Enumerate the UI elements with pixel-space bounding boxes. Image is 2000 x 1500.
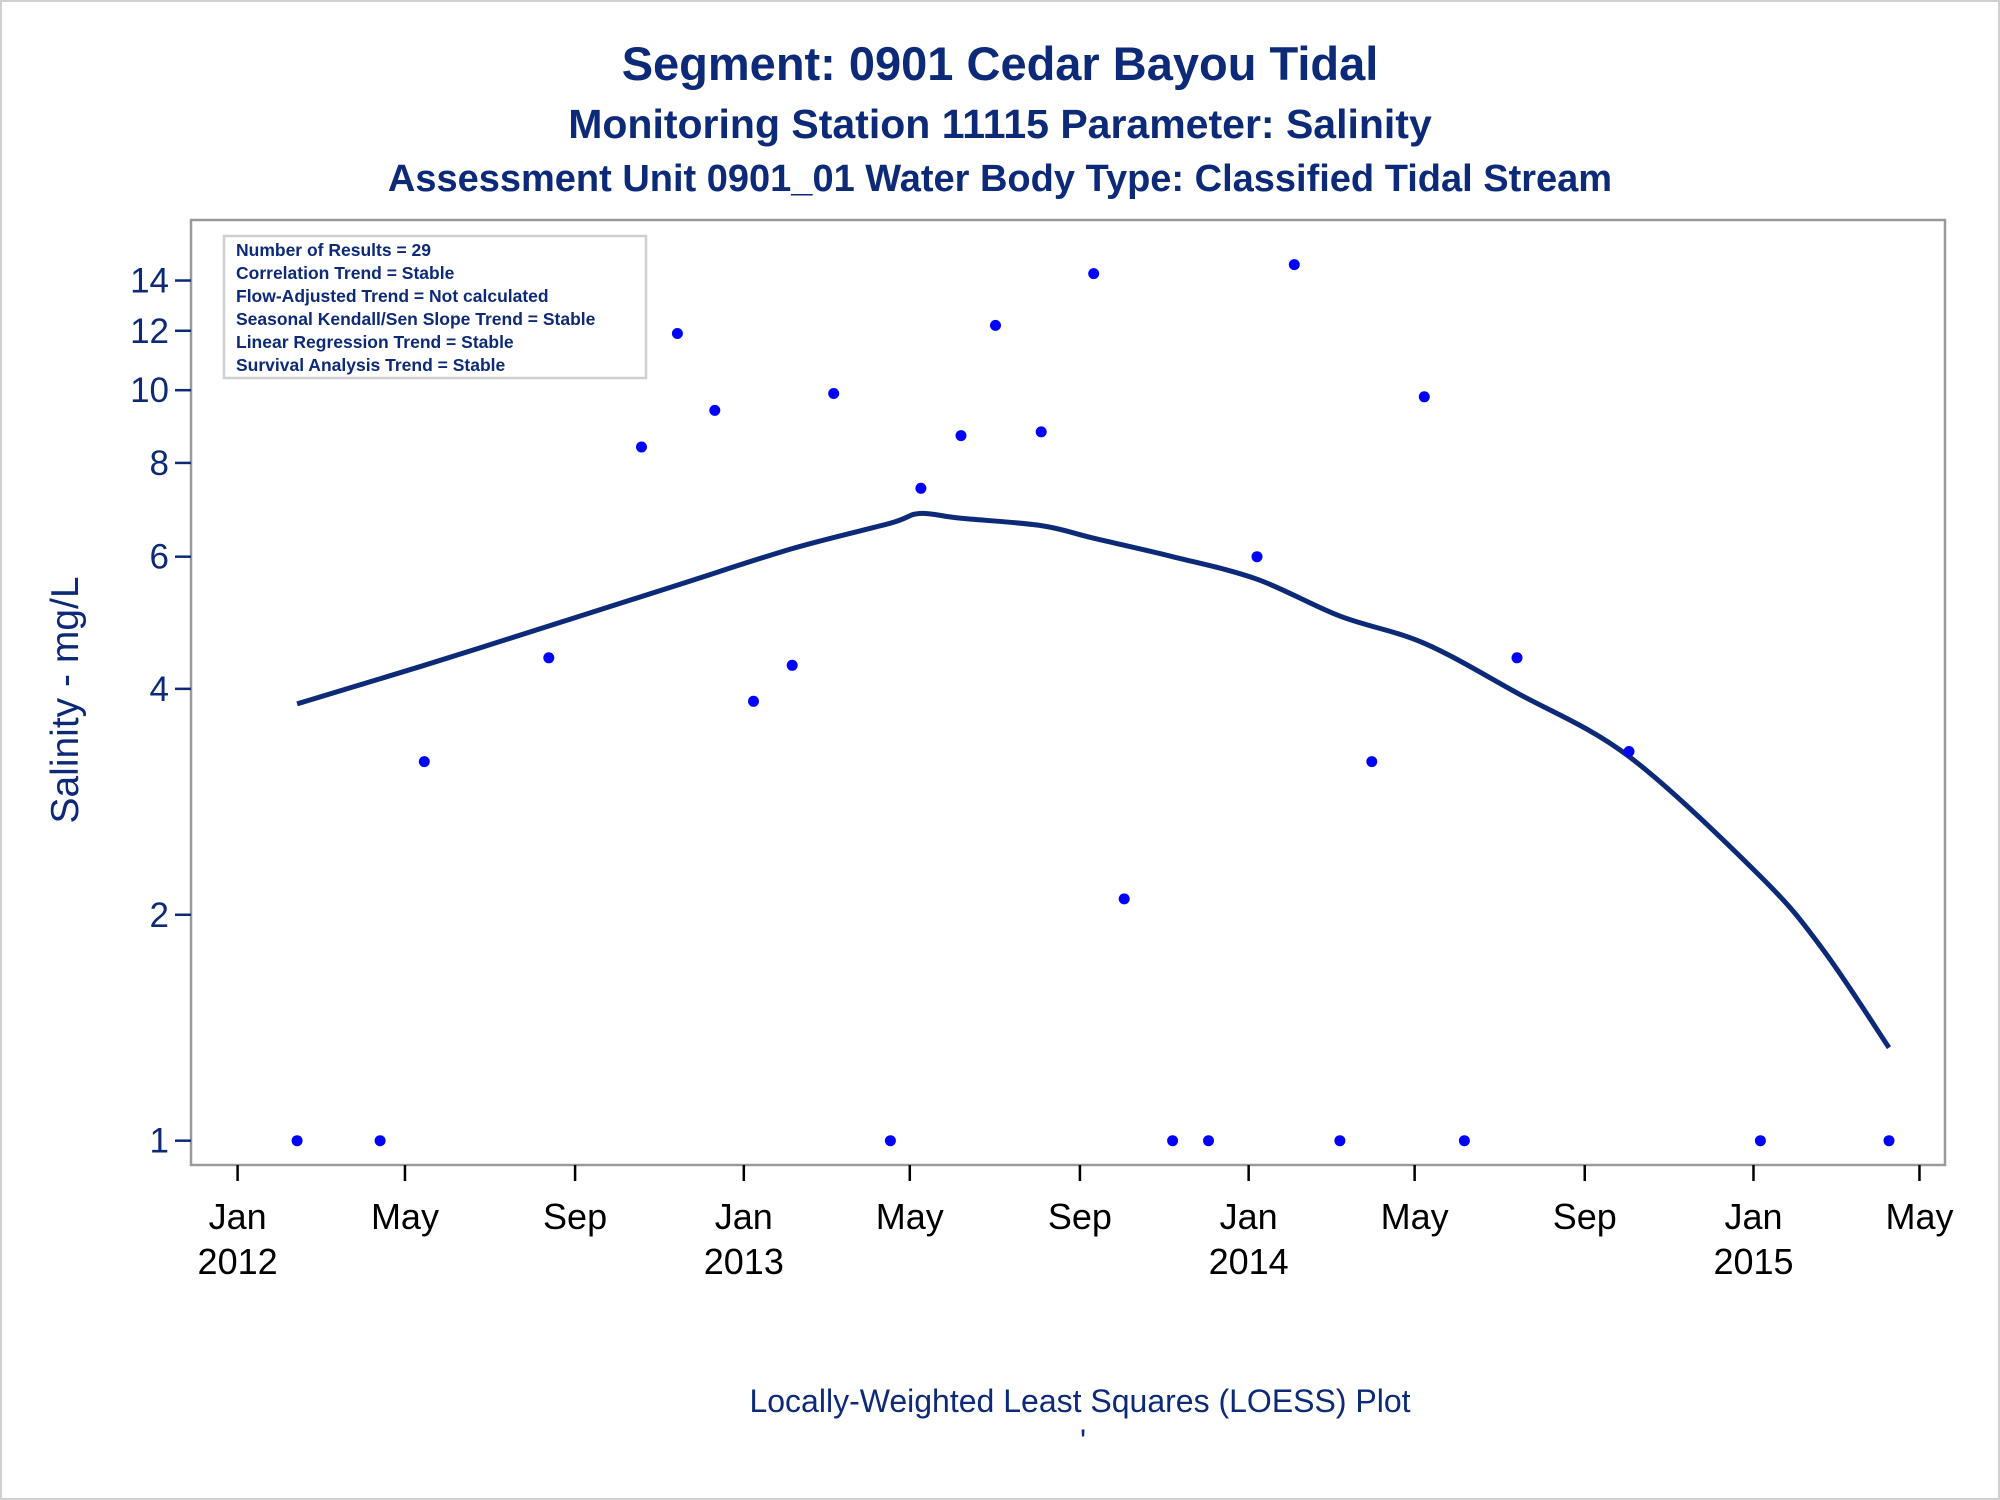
data-point bbox=[748, 695, 759, 707]
plot-area bbox=[189, 218, 1947, 1167]
y-tick-label: 4 bbox=[150, 670, 169, 709]
y-axis-label: Salinity - mg/L bbox=[44, 576, 87, 823]
data-point bbox=[1883, 1135, 1895, 1147]
data-point bbox=[786, 659, 798, 671]
data-point bbox=[291, 1135, 303, 1147]
data-point bbox=[543, 652, 555, 664]
y-tick-label: 1 bbox=[150, 1122, 169, 1161]
y-tick-label: 14 bbox=[130, 262, 169, 301]
y-tick-label: 2 bbox=[150, 896, 169, 935]
data-point bbox=[1334, 1135, 1346, 1147]
data-points bbox=[291, 259, 1895, 1147]
x-tick-year-label: 2014 bbox=[1209, 1241, 1289, 1282]
data-point bbox=[1511, 652, 1523, 664]
data-point bbox=[828, 388, 840, 399]
stats-line: Survival Analysis Trend = Stable bbox=[236, 355, 506, 375]
stats-line: Seasonal Kendall/Sen Slope Trend = Stabl… bbox=[236, 309, 596, 329]
x-tick-label: Sep bbox=[1553, 1196, 1617, 1237]
x-tick-label: Sep bbox=[543, 1196, 607, 1237]
data-point bbox=[915, 482, 927, 494]
y-tick-label: 6 bbox=[150, 538, 169, 577]
x-tick-label: Sep bbox=[1048, 1196, 1112, 1237]
chart-subtitle: Monitoring Station 11115 Parameter: Sali… bbox=[568, 101, 1432, 147]
y-tick-label: 12 bbox=[130, 312, 169, 351]
data-point bbox=[1623, 746, 1635, 757]
data-point bbox=[1754, 1135, 1766, 1147]
x-tick-label: May bbox=[1885, 1196, 1953, 1237]
data-point bbox=[990, 319, 1001, 331]
stats-box-border bbox=[222, 234, 648, 380]
chart-footnote: Locally-Weighted Least Squares (LOESS) P… bbox=[749, 1383, 1410, 1419]
stats-line: Number of Results = 29 bbox=[236, 240, 431, 260]
x-tick-year-label: 2012 bbox=[198, 1241, 278, 1282]
x-tick-label: Jan bbox=[209, 1196, 267, 1237]
x-tick-label: Jan bbox=[1724, 1196, 1782, 1237]
data-point bbox=[1203, 1135, 1214, 1147]
data-point bbox=[1458, 1135, 1470, 1147]
x-tick-label: May bbox=[371, 1196, 439, 1237]
stats-line: Flow-Adjusted Trend = Not calculated bbox=[236, 286, 549, 306]
data-point bbox=[1366, 756, 1378, 768]
stats-line: Correlation Trend = Stable bbox=[236, 263, 455, 283]
loess-curve bbox=[296, 510, 1892, 1050]
y-tick-label: 10 bbox=[130, 371, 169, 410]
data-point bbox=[1088, 268, 1100, 280]
data-point bbox=[374, 1135, 386, 1147]
y-tick-label: 8 bbox=[150, 444, 169, 483]
stats-box: Number of Results = 29 Correlation Trend … bbox=[222, 234, 648, 380]
stats-lines: Number of Results = 29 Correlation Trend … bbox=[236, 240, 596, 375]
data-point bbox=[1118, 893, 1130, 905]
data-point bbox=[1418, 391, 1430, 403]
stats-line: Linear Regression Trend = Stable bbox=[236, 332, 514, 352]
data-point bbox=[1035, 426, 1047, 438]
data-point bbox=[884, 1135, 896, 1147]
data-point bbox=[418, 756, 430, 768]
x-tick-label: Jan bbox=[1220, 1196, 1278, 1237]
x-tick-label: Jan bbox=[715, 1196, 773, 1237]
data-point bbox=[671, 328, 683, 339]
loess-curve-group bbox=[296, 510, 1892, 1050]
data-point bbox=[1251, 551, 1263, 563]
x-tick-label: May bbox=[1381, 1196, 1449, 1237]
data-point bbox=[1288, 259, 1300, 271]
x-tick-label: May bbox=[876, 1196, 944, 1237]
x-tick-year-label: 2015 bbox=[1713, 1241, 1793, 1282]
x-tick-year-label: 2013 bbox=[704, 1241, 784, 1282]
footnote-mark: ' bbox=[1080, 1423, 1086, 1459]
data-point bbox=[955, 430, 967, 442]
data-point bbox=[709, 404, 721, 416]
data-point bbox=[636, 441, 647, 453]
chart-subtitle-2: Assessment Unit 0901_01 Water Body Type:… bbox=[388, 158, 1612, 200]
data-point bbox=[1167, 1135, 1179, 1147]
chart-title: Segment: 0901 Cedar Bayou Tidal bbox=[622, 37, 1379, 90]
